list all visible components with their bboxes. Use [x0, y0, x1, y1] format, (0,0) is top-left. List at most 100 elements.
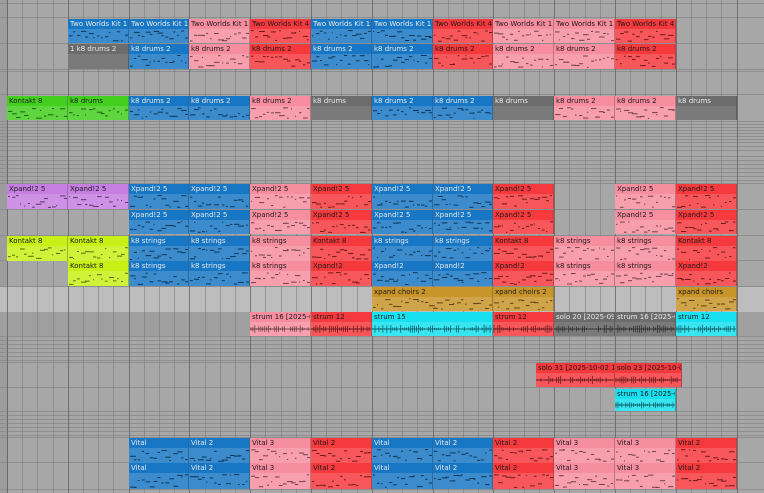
clip-strings-a[interactable]: Kontakt 8: [311, 236, 372, 261]
clip-perc[interactable]: k8 drums: [493, 96, 554, 120]
clip-strings-a[interactable]: Kontakt 8: [7, 236, 68, 261]
clip-drums-b[interactable]: k8 drums 2: [493, 44, 554, 69]
clip-vital-b[interactable]: Vital: [129, 463, 189, 489]
clip-drums-a[interactable]: Two Worlds Kit 17: [129, 19, 189, 43]
clip-strum[interactable]: strum 16 [2025-09-: [250, 312, 311, 336]
clip-strings-a[interactable]: k8 strings: [189, 236, 250, 261]
clip-xpand-b[interactable]: Xpand!2 5: [189, 210, 250, 234]
clip-strum[interactable]: strum 12: [311, 312, 372, 336]
clip-vital-a[interactable]: Vital 2: [493, 438, 554, 463]
clip-xpand-a[interactable]: Xpand!2 5: [493, 184, 554, 209]
clip-strum[interactable]: strum 16 [2025-0: [615, 312, 676, 336]
clip-strings-a[interactable]: Kontakt 8: [676, 236, 737, 261]
clip-drums-b[interactable]: k8 drums 2: [250, 44, 311, 69]
clip-drums-a[interactable]: Two Worlds Kit 4: [615, 19, 676, 43]
clip-vital-a[interactable]: Vital 3: [554, 438, 615, 463]
clip-vital-b[interactable]: Vital 3: [250, 463, 311, 489]
clip-vital-a[interactable]: Vital: [372, 438, 433, 463]
clip-perc[interactable]: Kontakt 8: [7, 96, 68, 120]
clip-drums-a[interactable]: Two Worlds Kit 4: [433, 19, 493, 43]
clip-choirs[interactable]: xpand choirs 2: [372, 287, 493, 311]
clip-strings-a[interactable]: k8 strings: [250, 236, 311, 261]
clip-vital-b[interactable]: Vital 2: [493, 463, 554, 489]
clip-drums-b[interactable]: k8 drums 2: [189, 44, 250, 69]
clip-strum[interactable]: strum 15: [372, 312, 493, 336]
clip-drums-b[interactable]: k8 drums 2: [372, 44, 433, 69]
clip-strings-b[interactable]: Xpand!2: [676, 261, 737, 286]
clip-vital-a[interactable]: Vital 3: [615, 438, 676, 463]
clip-vital-b[interactable]: Vital 2: [311, 463, 372, 489]
clip-strum[interactable]: solo 20 [2025-09-: [554, 312, 615, 336]
clip-xpand-a[interactable]: Xpand!2 5: [372, 184, 433, 209]
clip-xpand-a[interactable]: Xpand!2 5: [7, 184, 68, 209]
clip-vital-a[interactable]: Vital 2: [676, 438, 737, 463]
clip-xpand-a[interactable]: Xpand!2 5: [311, 184, 372, 209]
clip-perc[interactable]: k8 drums 2: [189, 96, 250, 120]
clip-xpand-b[interactable]: Xpand!2 5: [250, 210, 311, 234]
clip-strings-a[interactable]: Kontakt 8: [493, 236, 554, 261]
clip-vital-a[interactable]: Vital: [129, 438, 189, 463]
clip-strings-a[interactable]: k8 strings: [554, 236, 615, 261]
clip-xpand-b[interactable]: Xpand!2 5: [433, 210, 493, 234]
clip-strings-a[interactable]: k8 strings: [433, 236, 493, 261]
clip-drums-a[interactable]: Two Worlds Kit 17: [372, 19, 433, 43]
clip-drums-a[interactable]: Two Worlds Kit 17: [311, 19, 372, 43]
clip-vital-b[interactable]: Vital 2: [189, 463, 250, 489]
clip-solo[interactable]: solo 31 [2025-10-02 12: [536, 363, 615, 387]
clip-perc[interactable]: k8 drums 2: [129, 96, 189, 120]
clip-strings-b[interactable]: Xpand!2: [493, 261, 554, 286]
clip-choirs[interactable]: xpand choirs 2: [493, 287, 554, 311]
clip-drums-b[interactable]: k8 drums 2: [615, 44, 676, 69]
clip-perc[interactable]: k8 drums 2: [433, 96, 493, 120]
clip-xpand-b[interactable]: Xpand!2 5: [493, 210, 554, 234]
clip-xpand-a[interactable]: Xpand!2 5: [68, 184, 129, 209]
clip-xpand-a[interactable]: Xpand!2 5: [129, 184, 189, 209]
clip-xpand-b[interactable]: Xpand!2 5: [615, 210, 676, 234]
clip-strum[interactable]: strum 12: [493, 312, 554, 336]
clip-xpand-b[interactable]: Xpand!2 5: [372, 210, 433, 234]
clip-strings-b[interactable]: Kontakt 8: [68, 261, 129, 286]
clip-vital-b[interactable]: Vital 2: [433, 463, 493, 489]
clip-strings-b[interactable]: k8 strings: [129, 261, 189, 286]
clip-vital-b[interactable]: Vital: [372, 463, 433, 489]
clip-strings-a[interactable]: k8 strings: [615, 236, 676, 261]
clip-xpand-a[interactable]: Xpand!2 5: [676, 184, 737, 209]
clip-strings-a[interactable]: k8 strings: [129, 236, 189, 261]
clip-vital-b[interactable]: Vital 2: [676, 463, 737, 489]
clip-vital-a[interactable]: Vital 2: [433, 438, 493, 463]
clip-drums-b[interactable]: k8 drums 2: [433, 44, 493, 69]
clip-drums-a[interactable]: Two Worlds Kit 15: [554, 19, 615, 43]
clip-strings-b[interactable]: Xpand!2: [311, 261, 372, 286]
clip-strings-b[interactable]: k8 strings: [250, 261, 311, 286]
clip-strum[interactable]: strum 12: [676, 312, 737, 336]
clip-drums-b[interactable]: k8 drums 2: [129, 44, 189, 69]
clip-solo[interactable]: solo 23 [2025-10-02: [615, 363, 682, 387]
clip-xpand-b[interactable]: Xpand!2 5: [676, 210, 737, 234]
clip-strum-b[interactable]: strum 16 [2025-0: [615, 389, 676, 411]
clip-drums-b[interactable]: 1 k8 drums 2: [68, 44, 129, 69]
clip-strings-b[interactable]: Xpand!2: [372, 261, 433, 286]
clip-perc[interactable]: k8 drums: [311, 96, 372, 120]
clip-perc[interactable]: k8 drums 2: [615, 96, 676, 120]
clip-perc[interactable]: k8 drums 2: [554, 96, 615, 120]
clip-xpand-a[interactable]: Xpand!2 5: [615, 184, 676, 209]
clip-perc[interactable]: k8 drums: [676, 96, 737, 120]
clip-choirs[interactable]: xpand choirs: [676, 287, 737, 311]
clip-xpand-b[interactable]: Xpand!2 5: [129, 210, 189, 234]
clip-drums-a[interactable]: Two Worlds Kit 4: [250, 19, 311, 43]
clip-vital-b[interactable]: Vital 3: [554, 463, 615, 489]
clip-drums-b[interactable]: k8 drums 2: [311, 44, 372, 69]
clip-xpand-a[interactable]: Xpand!2 5: [433, 184, 493, 209]
clip-strings-a[interactable]: Kontakt 8: [68, 236, 129, 261]
clip-xpand-a[interactable]: Xpand!2 5: [250, 184, 311, 209]
clip-perc[interactable]: k8 drums: [68, 96, 129, 120]
clip-strings-a[interactable]: k8 strings: [372, 236, 433, 261]
clip-drums-a[interactable]: Two Worlds Kit 17: [68, 19, 129, 43]
clip-strings-b[interactable]: k8 strings: [189, 261, 250, 286]
clip-vital-a[interactable]: Vital 2: [189, 438, 250, 463]
clip-strings-b[interactable]: k8 strings: [554, 261, 615, 286]
clip-vital-b[interactable]: Vital 3: [615, 463, 676, 489]
clip-drums-a[interactable]: Two Worlds Kit 15: [493, 19, 554, 43]
clip-vital-a[interactable]: Vital 2: [311, 438, 372, 463]
